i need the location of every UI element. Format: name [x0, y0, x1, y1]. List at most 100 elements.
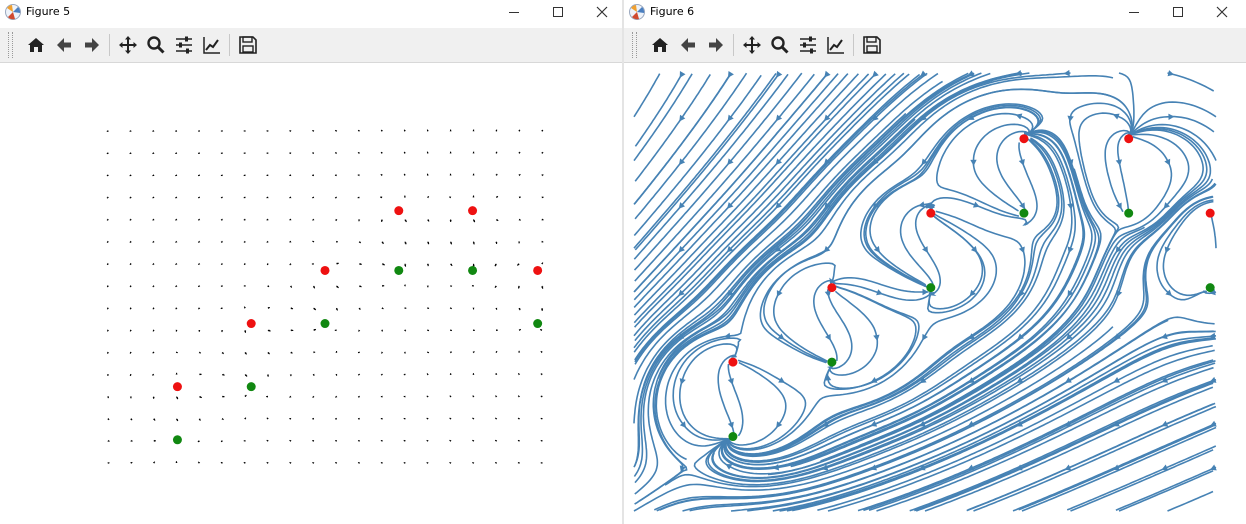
streamplot-canvas[interactable] — [624, 63, 1246, 524]
quiver-arrowhead — [221, 240, 224, 243]
subplots-config-button[interactable] — [172, 33, 196, 57]
back-button[interactable] — [676, 33, 700, 57]
streamline-arrowhead — [919, 377, 927, 384]
streamline — [633, 72, 829, 293]
quiver-arrowhead — [449, 329, 452, 331]
close-icon — [596, 6, 608, 18]
streamline-arrowhead — [1065, 333, 1073, 340]
streamline — [1066, 445, 1217, 511]
streamline — [681, 72, 1071, 350]
streamline-arrowhead — [727, 158, 734, 166]
quiver-arrowhead — [382, 284, 385, 287]
streamline — [723, 132, 1084, 466]
streamline — [792, 338, 1216, 512]
quiver-arrowhead — [380, 395, 383, 398]
streamline — [925, 197, 1029, 227]
quiver-arrowhead — [358, 130, 361, 132]
close-icon — [1216, 6, 1228, 18]
minimize-button[interactable] — [1112, 0, 1156, 24]
quiver-arrowhead — [244, 262, 246, 265]
source-point — [926, 208, 936, 218]
home-button[interactable] — [24, 33, 48, 57]
streamline — [812, 279, 838, 361]
save-button[interactable] — [236, 33, 260, 57]
quiver-arrowhead — [243, 218, 246, 221]
quiver-arrowhead — [267, 307, 270, 309]
source-point — [1205, 208, 1215, 218]
pan-button[interactable] — [116, 33, 140, 57]
quiver-arrowhead — [495, 351, 497, 354]
minimize-button[interactable] — [492, 0, 536, 24]
streamline — [1118, 470, 1214, 512]
quiver-arrowhead — [266, 417, 269, 420]
streamline-arrowhead — [1067, 246, 1074, 254]
save-button[interactable] — [860, 33, 884, 57]
quiver-arrowhead — [358, 395, 361, 398]
subplots-config-button[interactable] — [796, 33, 820, 57]
toolbar-grip[interactable] — [8, 32, 13, 58]
streamline-arrowhead — [775, 202, 782, 209]
quiver-arrowhead — [130, 373, 132, 376]
pan-button[interactable] — [740, 33, 764, 57]
quiver-arrowhead — [449, 373, 452, 375]
edit-axes-button[interactable] — [824, 33, 848, 57]
forward-button[interactable] — [80, 33, 104, 57]
streamline — [633, 73, 887, 337]
quiver-arrowhead — [243, 174, 246, 177]
title-bar[interactable]: Figure 6 — [624, 0, 1246, 24]
quiver-arrowhead — [152, 152, 155, 154]
streamline-arrowhead — [727, 377, 734, 385]
quiver-arrowhead — [495, 129, 498, 132]
maximize-button[interactable] — [536, 0, 580, 24]
quiver-arrowhead — [198, 196, 201, 199]
quiver-arrowhead — [540, 351, 543, 354]
streamline-arrowhead — [1209, 332, 1216, 340]
back-button[interactable] — [52, 33, 76, 57]
quiver-arrowhead — [312, 373, 315, 376]
streamline — [633, 74, 762, 237]
quiver-arrowhead — [222, 373, 225, 376]
close-button[interactable] — [1200, 0, 1244, 24]
quiver-arrowhead — [336, 285, 339, 288]
source-point — [1124, 134, 1134, 144]
quiver-arrowhead — [427, 242, 430, 245]
quiver-arrowhead — [220, 462, 223, 464]
sink-point — [728, 432, 738, 442]
quiver-arrowhead — [267, 352, 270, 355]
streamline — [1156, 199, 1214, 301]
quiver-arrowhead — [198, 174, 201, 177]
quiver-arrowhead — [358, 351, 360, 354]
toolbar-grip[interactable] — [632, 32, 637, 58]
zoom-button[interactable] — [768, 33, 792, 57]
quiver-arrowhead — [175, 174, 178, 176]
streamline — [664, 183, 1217, 488]
quiver-arrowhead — [106, 174, 109, 176]
quiver-arrowhead — [243, 439, 246, 442]
maximize-button[interactable] — [1156, 0, 1200, 24]
streamline — [634, 72, 684, 147]
home-button[interactable] — [648, 33, 672, 57]
source-point — [728, 357, 738, 367]
quiver-arrowhead — [220, 196, 223, 199]
quiver-arrowhead — [244, 352, 247, 355]
streamline — [827, 349, 1215, 512]
quiver-arrowhead — [540, 440, 543, 442]
forward-button[interactable] — [704, 33, 728, 57]
quiver-arrowhead — [129, 240, 132, 243]
title-bar[interactable]: Figure 5 — [0, 0, 622, 24]
close-button[interactable] — [580, 0, 622, 24]
quiver-arrowhead — [381, 373, 383, 376]
quiver-arrowhead — [129, 218, 132, 221]
quiver-arrowhead — [541, 174, 544, 177]
quiver-plot-canvas[interactable] — [0, 63, 622, 524]
quiver-arrowhead — [518, 241, 521, 244]
source-point — [827, 283, 837, 293]
streamline-arrowhead — [727, 114, 734, 122]
zoom-button[interactable] — [144, 33, 168, 57]
streamline — [634, 72, 781, 251]
streamline-arrowhead — [969, 289, 976, 297]
streamline — [1167, 490, 1214, 512]
edit-axes-button[interactable] — [200, 33, 224, 57]
quiver-arrowhead — [130, 285, 132, 288]
quiver-arrowhead — [541, 308, 544, 311]
